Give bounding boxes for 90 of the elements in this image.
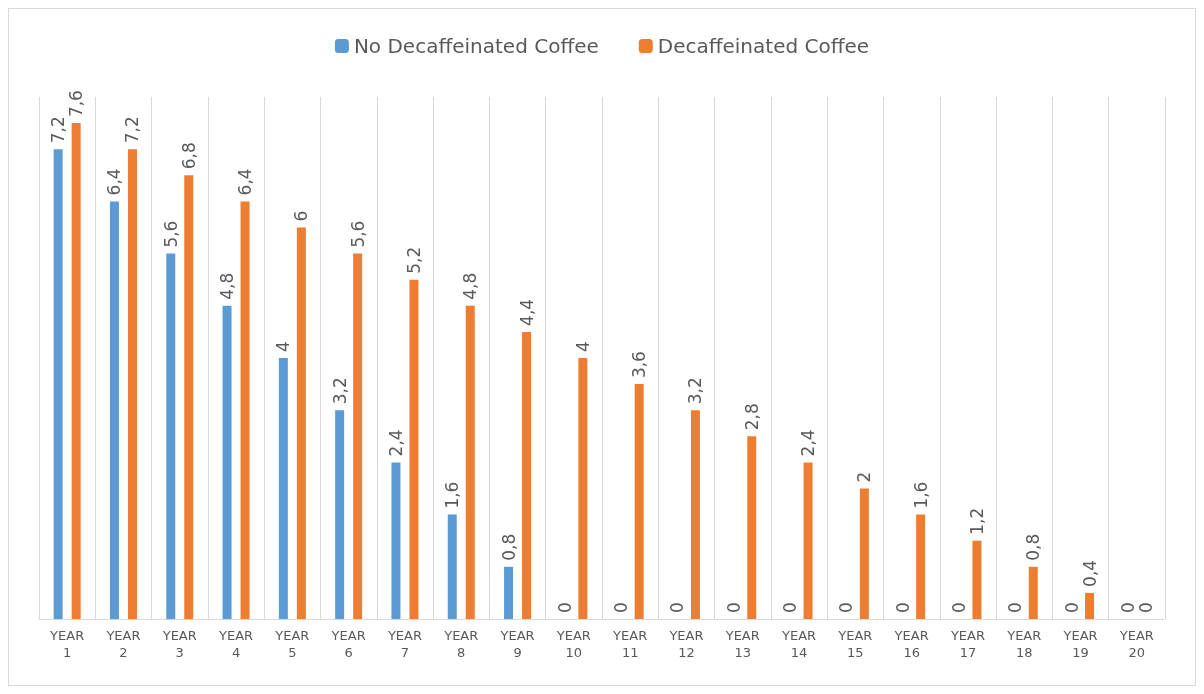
data-label: 5,6 bbox=[347, 220, 368, 248]
bar bbox=[447, 514, 457, 619]
legend-label: Decaffeinated Coffee bbox=[657, 34, 870, 58]
data-label: 2,4 bbox=[385, 429, 406, 457]
data-label: 1,2 bbox=[966, 507, 987, 535]
bar bbox=[278, 358, 288, 619]
data-label: 0 bbox=[836, 602, 857, 613]
data-label: 5,6 bbox=[160, 220, 181, 248]
bar bbox=[578, 358, 588, 619]
bar bbox=[916, 514, 926, 619]
data-label: 6,8 bbox=[178, 142, 199, 170]
x-tick-label: YEAR 17 bbox=[949, 628, 985, 660]
x-tick-label: YEAR 15 bbox=[837, 628, 873, 660]
data-label: 3,2 bbox=[685, 377, 706, 405]
x-tick-label: YEAR 12 bbox=[668, 628, 704, 660]
x-tick-label: YEAR 13 bbox=[724, 628, 760, 660]
x-tick-label: YEAR 9 bbox=[499, 628, 535, 660]
bar bbox=[747, 436, 757, 619]
data-label: 3,2 bbox=[329, 377, 350, 405]
x-tick-label: YEAR 20 bbox=[1118, 628, 1154, 660]
x-tick-label: YEAR 2 bbox=[105, 628, 141, 660]
x-tick-label: YEAR 3 bbox=[161, 628, 197, 660]
bar bbox=[1028, 566, 1038, 619]
data-label: 2,8 bbox=[741, 403, 762, 431]
data-label: 0,8 bbox=[498, 533, 519, 561]
data-label: 6,4 bbox=[235, 168, 256, 196]
x-tick-label: YEAR 10 bbox=[555, 628, 591, 660]
data-label: 5,2 bbox=[403, 246, 424, 274]
data-label: 0 bbox=[1135, 602, 1156, 613]
bar bbox=[109, 201, 119, 619]
bar bbox=[859, 488, 869, 619]
data-label: 4,8 bbox=[217, 272, 238, 300]
data-label: 1,6 bbox=[910, 481, 931, 509]
data-label: 0 bbox=[780, 602, 801, 613]
data-label: 4 bbox=[273, 341, 294, 352]
x-tick-label: YEAR 14 bbox=[781, 628, 817, 660]
bar bbox=[222, 305, 232, 619]
bar bbox=[504, 566, 514, 619]
data-label: 0 bbox=[611, 602, 632, 613]
bar bbox=[353, 253, 363, 619]
data-label: 6 bbox=[291, 210, 312, 222]
data-label: 7,2 bbox=[48, 116, 69, 144]
bar bbox=[53, 149, 63, 619]
bar bbox=[391, 462, 401, 619]
data-label: 0 bbox=[1117, 602, 1138, 613]
x-tick-label: YEAR 8 bbox=[443, 628, 479, 660]
data-label: 0 bbox=[892, 602, 913, 613]
x-tick-label: YEAR 19 bbox=[1062, 628, 1098, 660]
data-label: 0,4 bbox=[1079, 559, 1100, 587]
data-label: 0 bbox=[723, 602, 744, 613]
data-label: 0 bbox=[667, 602, 688, 613]
bar bbox=[634, 384, 644, 619]
data-label: 7,2 bbox=[122, 116, 143, 144]
data-label: 0 bbox=[948, 602, 969, 613]
data-label: 0 bbox=[1061, 602, 1082, 613]
bar bbox=[71, 123, 81, 619]
data-label: 3,6 bbox=[629, 351, 650, 379]
x-tick-label: YEAR 11 bbox=[612, 628, 648, 660]
bar bbox=[690, 410, 700, 619]
legend-label: No Decaffeinated Coffee bbox=[353, 34, 599, 58]
bar bbox=[972, 540, 982, 619]
x-tick-label: YEAR 1 bbox=[49, 628, 85, 660]
bar bbox=[296, 227, 306, 619]
bar bbox=[240, 201, 250, 619]
bar bbox=[409, 279, 419, 619]
data-label: 2 bbox=[854, 471, 875, 483]
data-label: 4 bbox=[572, 341, 593, 352]
bar bbox=[184, 175, 194, 619]
x-tick-label: YEAR 6 bbox=[330, 628, 366, 660]
bar bbox=[522, 331, 532, 619]
x-tick-label: YEAR 4 bbox=[218, 628, 254, 660]
data-label: 1,6 bbox=[442, 481, 463, 509]
x-tick-label: YEAR 16 bbox=[893, 628, 929, 660]
data-label: 6,4 bbox=[104, 168, 125, 196]
data-label: 4,4 bbox=[516, 298, 537, 326]
data-label: 0 bbox=[1005, 602, 1026, 613]
bar bbox=[803, 462, 813, 619]
x-tick-label: YEAR 7 bbox=[386, 628, 422, 660]
x-tick-label: YEAR 18 bbox=[1006, 628, 1042, 660]
data-label: 2,4 bbox=[798, 429, 819, 457]
data-label: 0,8 bbox=[1023, 533, 1044, 561]
bar bbox=[465, 305, 475, 619]
data-label: 7,6 bbox=[66, 90, 87, 118]
bar bbox=[127, 149, 137, 619]
bar bbox=[335, 410, 345, 619]
data-label: 0 bbox=[554, 602, 575, 613]
bar bbox=[1085, 592, 1095, 619]
x-tick-label: YEAR 5 bbox=[274, 628, 310, 660]
bar bbox=[166, 253, 176, 619]
data-label: 4,8 bbox=[460, 272, 481, 300]
